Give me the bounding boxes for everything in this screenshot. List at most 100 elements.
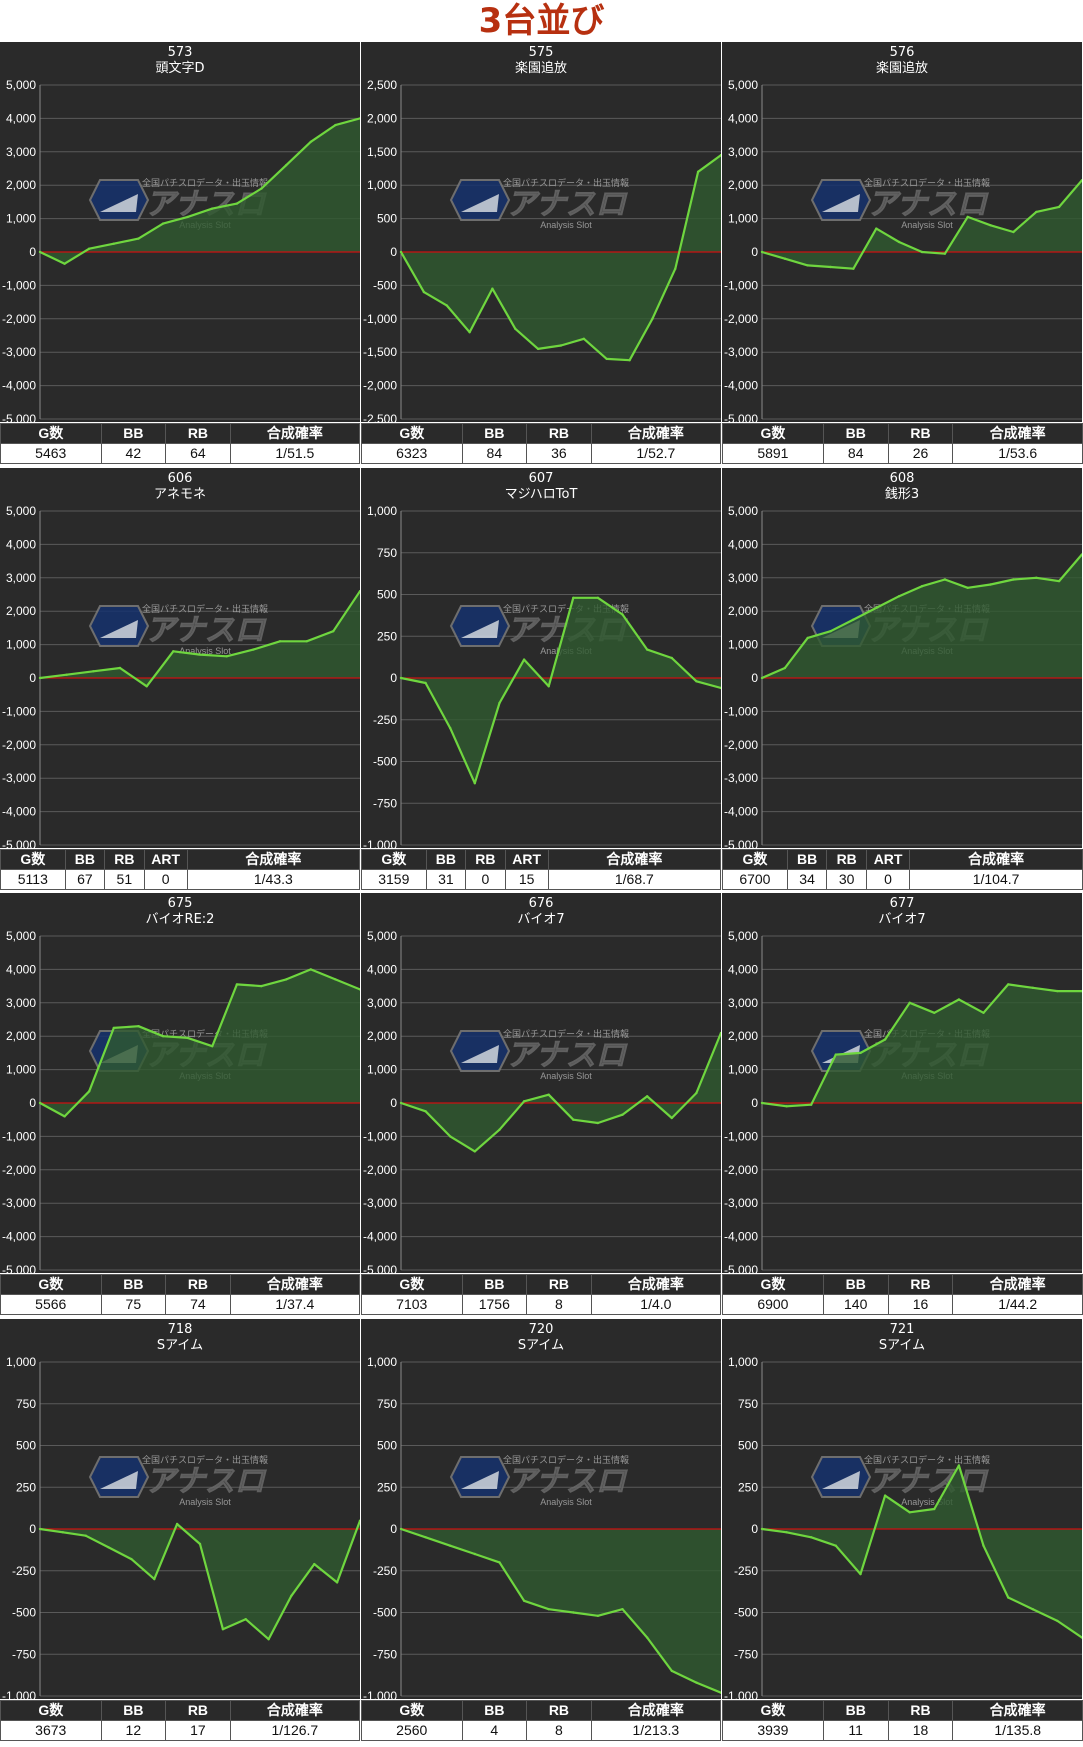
data-point	[859, 1051, 862, 1055]
stats-header-cell: BB	[461, 1700, 528, 1721]
y-tick-label: -3,000	[2, 1196, 36, 1210]
stats-header-cell: G数	[361, 1274, 463, 1295]
watermark-main-text: アナスロ	[506, 1464, 627, 1499]
data-point	[621, 613, 624, 616]
stats-header-cell: BB	[822, 423, 889, 444]
watermark-top-text: 全国パチスロデータ・出玉情報	[503, 1028, 629, 1039]
y-tick-label: 4,000	[6, 111, 36, 125]
stats-header-cell: BB	[100, 1274, 167, 1295]
stats-value-cell: 36	[526, 443, 592, 464]
y-tick-label: -5,000	[2, 838, 36, 848]
y-tick-label: 4,000	[367, 962, 397, 976]
stats-header-cell: BB	[100, 423, 167, 444]
stats-value-row: 6700 34 30 0 1/104.7	[722, 869, 1083, 890]
data-point	[806, 264, 809, 267]
watermark-main-text: アナスロ	[506, 1038, 627, 1073]
data-point	[145, 685, 148, 688]
stats-header-cell: 合成確率	[229, 1274, 361, 1295]
stats-header-cell: G数	[0, 1274, 102, 1295]
area-fill	[40, 118, 360, 264]
stats-value-cell: 64	[165, 443, 231, 464]
data-point	[468, 331, 471, 334]
data-point	[852, 618, 855, 621]
data-point	[760, 250, 764, 254]
data-point	[473, 782, 476, 785]
y-tick-label: -4,000	[363, 1230, 397, 1244]
y-tick-label: -1,000	[363, 1129, 397, 1143]
y-tick-label: -2,000	[724, 1163, 758, 1177]
data-point	[358, 117, 360, 120]
stats-value-cell: 8	[526, 1720, 592, 1741]
machine-number: 607	[529, 471, 554, 486]
stats-header-cell: G数	[0, 849, 66, 870]
watermark-logo-accent	[100, 194, 138, 212]
stats-value-cell: 5463	[0, 443, 102, 464]
machine-number: 576	[890, 45, 915, 60]
y-tick-label: 1,500	[367, 145, 397, 159]
y-tick-label: -3,000	[2, 345, 36, 359]
y-tick-label: 750	[377, 546, 397, 560]
data-point	[186, 1036, 189, 1040]
y-tick-label: 0	[390, 1522, 397, 1536]
y-tick-label: -4,000	[724, 805, 758, 819]
stats-value-cell: 16	[887, 1294, 954, 1315]
data-point	[670, 1116, 673, 1120]
data-point	[646, 1636, 649, 1639]
data-point	[445, 304, 448, 307]
y-tick-label: -2,000	[2, 312, 36, 326]
stats-table: G数 BB RB 合成確率 6323 84 36 1/52.7	[361, 423, 722, 464]
y-tick-label: -500	[734, 1606, 758, 1620]
y-tick-label: 500	[738, 1439, 758, 1453]
machine-number: 608	[890, 471, 915, 486]
stats-table: G数 BB RB 合成確率 5463 42 64 1/51.5	[0, 423, 361, 464]
data-point	[1012, 230, 1015, 234]
machine-name: Sアイム	[518, 1338, 564, 1353]
area-fill	[401, 1032, 721, 1152]
data-point	[267, 1638, 270, 1641]
data-point	[522, 1100, 526, 1103]
stats-header-cell: RB	[165, 423, 231, 444]
stats-value-cell: 1/37.4	[229, 1294, 361, 1315]
watermark-main-text: アナスロ	[145, 613, 266, 648]
y-tick-label: 3,000	[6, 571, 36, 585]
data-point	[920, 585, 924, 588]
stats-header-cell: G数	[722, 1274, 824, 1295]
y-tick-label: 1,000	[728, 638, 758, 652]
watermark-top-text: 全国パチスロデータ・出玉情報	[503, 603, 629, 614]
data-point	[399, 1101, 403, 1105]
data-point	[514, 327, 517, 330]
stats-table: G数 BB RB 合成確率 3939 11 18 1/135.8	[722, 1700, 1083, 1741]
stats-value-cell: 30	[826, 869, 867, 890]
data-point	[806, 636, 809, 640]
series-line	[39, 117, 360, 265]
y-tick-label: -5,000	[2, 1263, 36, 1273]
y-tick-label: -1,000	[2, 1689, 36, 1699]
y-tick-label: 0	[390, 245, 397, 259]
y-tick-label: -1,000	[363, 838, 397, 848]
chart-area: 606 アネモネ 5,000 4,000 3,000 2,000 1,000 0 -1,000 -…	[0, 468, 360, 848]
y-tick-label: -5,000	[724, 412, 758, 422]
machine-name: 銭形3	[885, 487, 919, 502]
watermark-sub-text: Analysis Slot	[540, 1497, 592, 1507]
stats-value-cell: 1/53.6	[952, 443, 1083, 464]
data-point	[646, 1095, 649, 1098]
stats-table: G数 BB RB 合成確率 2560 4 8 1/213.3	[361, 1700, 722, 1741]
machine-panel-677: 677 バイオ7 5,000 4,000 3,000 2,000 1,000 0 -1,000 -…	[722, 893, 1083, 1319]
watermark-logo-accent	[822, 194, 860, 212]
chart-area: 607 マジハロToT 1,000 750 500 250 0 -250 -500 -750 -1,…	[361, 468, 721, 848]
chart-area: 721 Sアイム 1,000 750 500 250 0 -250 -500 -750 -1,000…	[722, 1319, 1082, 1699]
stats-table: G数 BB RB ART 合成確率 6700 34 30 0 1/104.7	[722, 849, 1083, 890]
y-tick-label: -1,000	[2, 704, 36, 718]
stats-header-cell: BB	[786, 849, 828, 870]
stats-header-cell: 合成確率	[952, 1700, 1083, 1721]
data-point	[1080, 179, 1082, 182]
stats-header-cell: ART	[865, 849, 911, 870]
data-point	[957, 998, 961, 1001]
stats-header-cell: BB	[461, 1274, 528, 1295]
data-point	[332, 630, 335, 633]
data-point	[933, 1507, 936, 1511]
y-tick-label: 5,000	[6, 929, 36, 943]
watermark-logo-icon	[88, 179, 150, 221]
